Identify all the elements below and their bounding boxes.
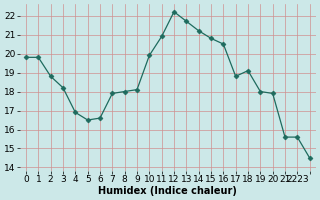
X-axis label: Humidex (Indice chaleur): Humidex (Indice chaleur) [98,186,237,196]
